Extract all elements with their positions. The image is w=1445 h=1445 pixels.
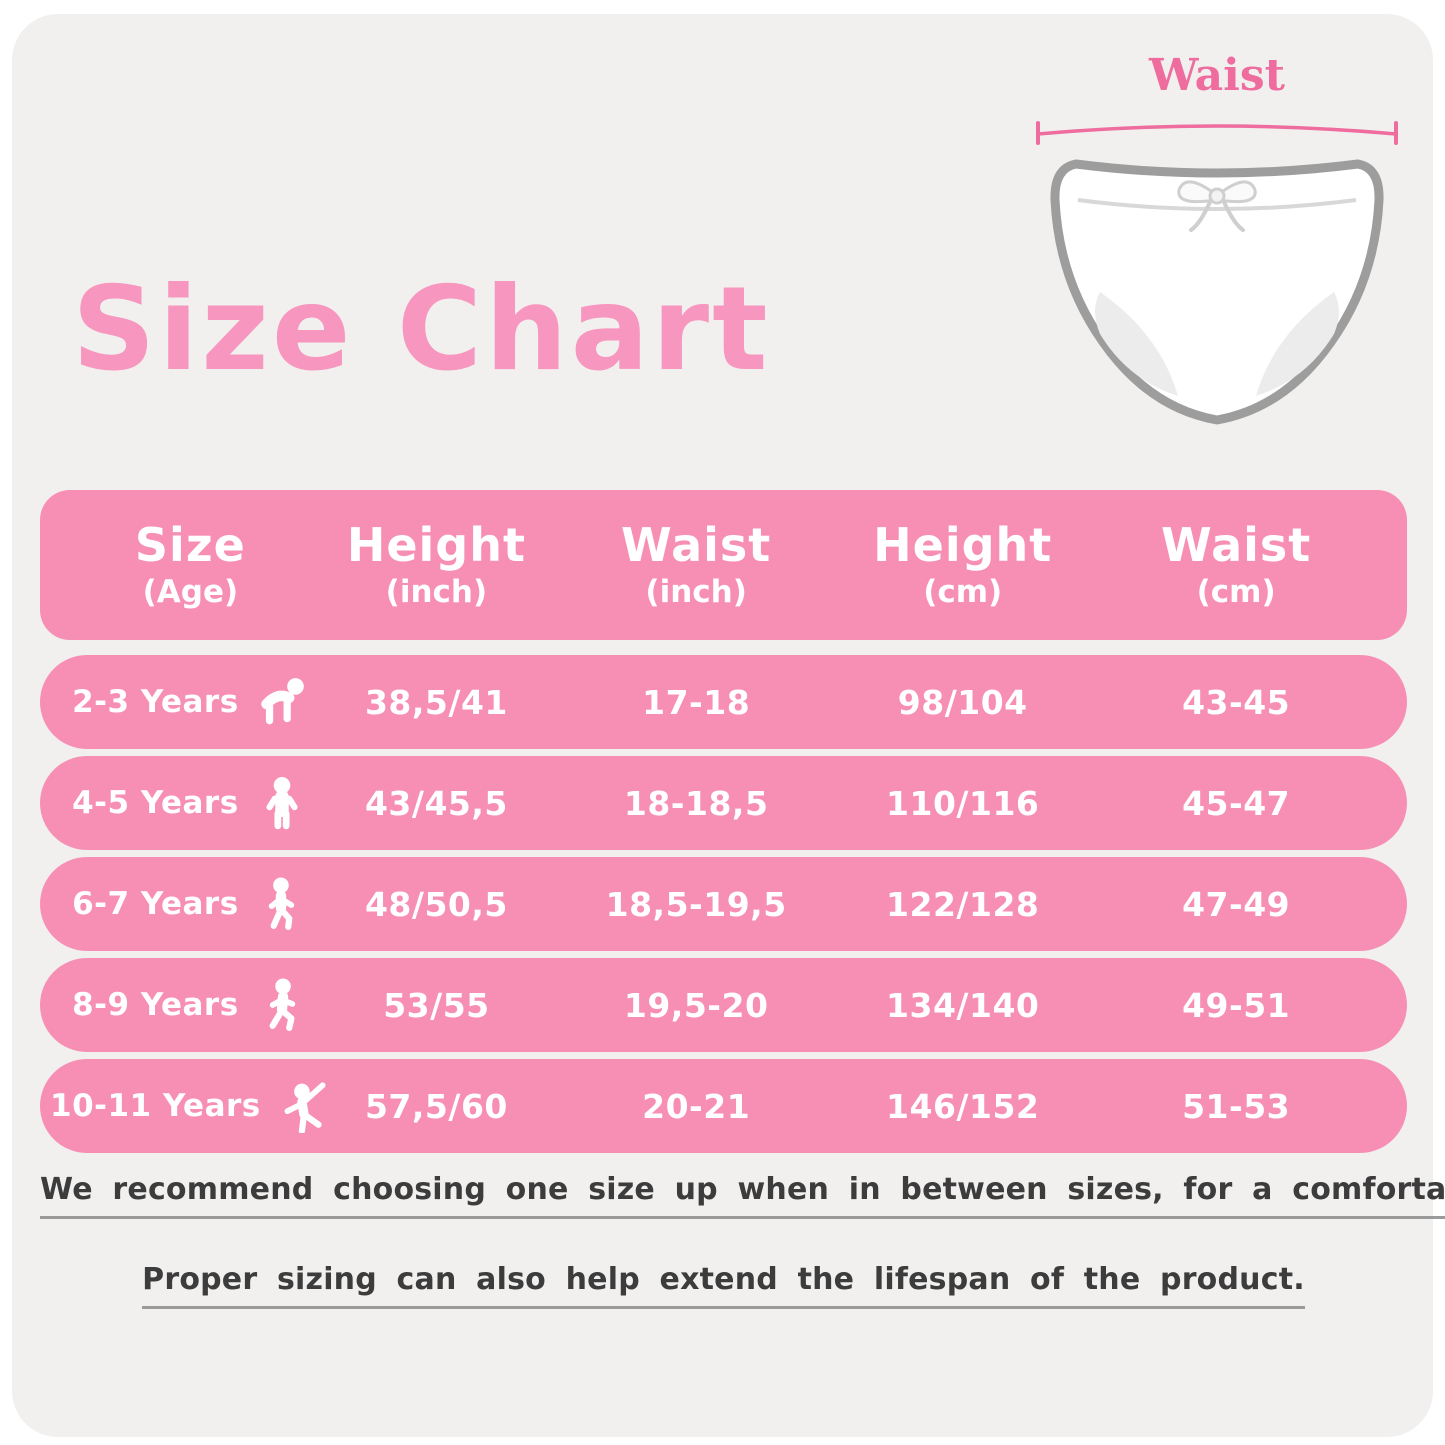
- crawling-baby-icon: [255, 675, 309, 729]
- underwear-briefs: [1050, 159, 1384, 425]
- age-label: 8-9 Years: [72, 987, 239, 1023]
- header-waist-inch: Waist (inch): [621, 518, 772, 611]
- sizing-note-secondary: Proper sizing can also help extend the l…: [40, 1262, 1407, 1309]
- height-cm-value: 146/152: [886, 1086, 1040, 1126]
- age-label: 6-7 Years: [72, 886, 239, 922]
- waist-inch-value: 17-18: [642, 682, 751, 722]
- height-cm-value: 110/116: [886, 783, 1040, 823]
- dancing-child-icon: [277, 1079, 331, 1133]
- underwear-figure: Waist: [1028, 50, 1406, 466]
- height-inch-value: 43/45,5: [364, 783, 508, 823]
- waist-inch-value: 18,5-19,5: [605, 884, 787, 924]
- waist-inch-value: 20-21: [642, 1086, 751, 1126]
- waist-cm-value: 51-53: [1182, 1086, 1291, 1126]
- table-header-row: Size (Age) Height (inch) Waist (inch) He…: [40, 490, 1407, 640]
- table-row: 2-3 Years 38,5/41 17-18 98/104 43-45: [40, 655, 1407, 749]
- running-child-icon: [255, 978, 309, 1032]
- table-row: 6-7 Years 48/50,5 18,5-19,5 122/128 47-4…: [40, 857, 1407, 951]
- height-inch-value: 38,5/41: [364, 682, 508, 722]
- table-row: 10-11 Years 57,5/60 20-21 146/152 51-53: [40, 1059, 1407, 1153]
- waist-cm-value: 47-49: [1182, 884, 1291, 924]
- height-cm-value: 98/104: [897, 682, 1028, 722]
- waist-cm-value: 49-51: [1182, 985, 1291, 1025]
- size-table: Size (Age) Height (inch) Waist (inch) He…: [40, 490, 1407, 1153]
- age-label: 4-5 Years: [72, 785, 239, 821]
- waist-measure-label: Waist: [1149, 50, 1285, 101]
- waist-inch-value: 18-18,5: [623, 783, 769, 823]
- height-inch-value: 48/50,5: [364, 884, 508, 924]
- height-cm-value: 134/140: [886, 985, 1040, 1025]
- waist-cm-value: 43-45: [1182, 682, 1291, 722]
- height-inch-value: 57,5/60: [364, 1086, 508, 1126]
- age-label: 2-3 Years: [72, 684, 239, 720]
- height-cm-value: 122/128: [886, 884, 1040, 924]
- header-waist-cm: Waist (cm): [1160, 518, 1312, 611]
- header-size-age: Size (Age): [134, 518, 246, 611]
- header-height-inch: Height (inch): [346, 518, 526, 611]
- header-height-cm: Height (cm): [873, 518, 1053, 611]
- table-row: 8-9 Years 53/55 19,5-20 134/140 49-51: [40, 958, 1407, 1052]
- height-inch-value: 53/55: [383, 985, 490, 1025]
- walking-child-icon: [255, 877, 309, 931]
- age-label: 10-11 Years: [50, 1088, 261, 1124]
- sizing-note-primary: We recommend choosing one size up when i…: [40, 1172, 1445, 1219]
- page-title: Size Chart: [72, 262, 771, 397]
- waist-measurement-line: [1036, 121, 1398, 145]
- underwear-illustration: [1036, 121, 1398, 425]
- waist-cm-value: 45-47: [1182, 783, 1291, 823]
- bow-icon: [1177, 180, 1257, 232]
- table-row: 4-5 Years 43/45,5 18-18,5 110/116 45-47: [40, 756, 1407, 850]
- standing-toddler-icon: [255, 776, 309, 830]
- waist-inch-value: 19,5-20: [623, 985, 769, 1025]
